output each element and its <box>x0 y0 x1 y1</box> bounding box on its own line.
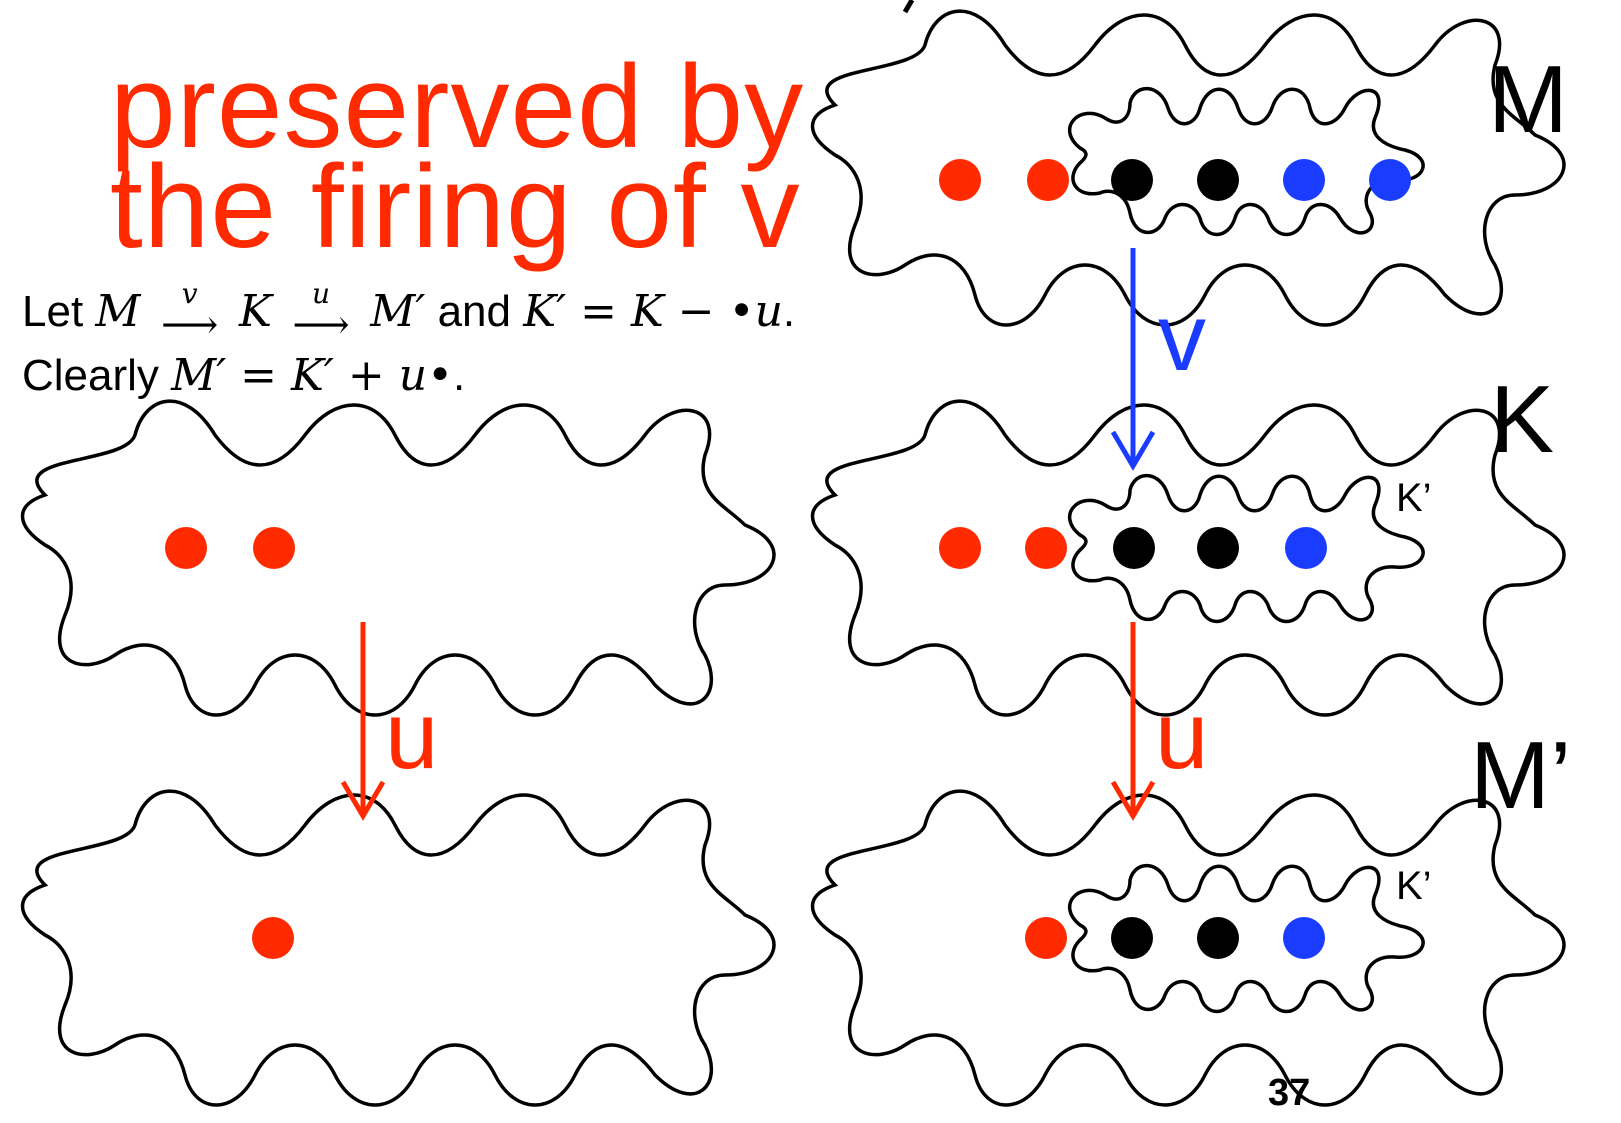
math-kprime-definition: K′ = K − •u <box>523 286 783 337</box>
arrow-label-u-right: u <box>1155 682 1209 789</box>
token-red <box>1025 917 1067 959</box>
token-red <box>939 527 981 569</box>
math-line-2: Clearly M′ = K′ + u•. <box>22 350 466 401</box>
math-mprime: M′ <box>370 286 426 337</box>
top-tick-mark <box>902 0 915 14</box>
clearly-word: Clearly <box>22 351 159 400</box>
label-kprime-middle: K’ <box>1396 476 1432 520</box>
let-word: Let <box>22 287 84 336</box>
arrow-u-right <box>1110 622 1156 821</box>
period: . <box>782 287 796 336</box>
arrow-glyph: ⟶ <box>161 302 219 349</box>
token-red <box>165 527 207 569</box>
math-line-1: Let M v ⟶ K u ⟶ M′ and K′ = K − •u. <box>22 279 796 348</box>
token-black <box>1197 159 1239 201</box>
arrow-u-left <box>340 622 386 821</box>
label-m: M <box>1488 46 1568 153</box>
token-red <box>939 159 981 201</box>
page-number: 37 <box>1268 1072 1311 1114</box>
math-mprime-expression: M′ = K′ + u• <box>171 350 454 401</box>
math-k: K <box>238 286 272 337</box>
and-word: and <box>437 287 511 336</box>
transition-arrow-v: v ⟶ <box>153 279 227 348</box>
marking-left-bottom-outline <box>20 789 776 1107</box>
label-k: K <box>1490 366 1555 473</box>
token-blue <box>1369 159 1411 201</box>
token-red <box>252 917 294 959</box>
token-black <box>1111 159 1153 201</box>
token-blue <box>1285 527 1327 569</box>
label-kprime-bottom: K’ <box>1396 864 1432 908</box>
marking-k-outline <box>810 399 1566 717</box>
period: . <box>453 351 466 400</box>
token-red <box>1027 159 1069 201</box>
label-mprime: M’ <box>1470 722 1572 829</box>
marking-mprime-outline <box>810 789 1566 1107</box>
token-black <box>1113 527 1155 569</box>
token-blue <box>1283 159 1325 201</box>
token-black <box>1197 917 1239 959</box>
arrow-glyph: ⟶ <box>292 302 350 349</box>
title-line-1: preserved by <box>110 41 805 173</box>
title-line-2: the firing of v <box>110 141 801 273</box>
arrow-label-u-left: u <box>385 682 439 789</box>
math-m: M <box>95 286 141 337</box>
token-red <box>253 527 295 569</box>
transition-arrow-u: u ⟶ <box>284 279 358 348</box>
transition-label-u: u <box>312 277 331 311</box>
arrow-label-v: v <box>1158 284 1206 391</box>
token-red <box>1025 527 1067 569</box>
transition-label-v: v <box>181 277 198 311</box>
arrow-v <box>1110 248 1156 471</box>
marking-m-outline <box>810 9 1566 327</box>
token-black <box>1197 527 1239 569</box>
marking-left-middle-outline <box>20 399 776 717</box>
token-black <box>1111 917 1153 959</box>
token-blue <box>1283 917 1325 959</box>
